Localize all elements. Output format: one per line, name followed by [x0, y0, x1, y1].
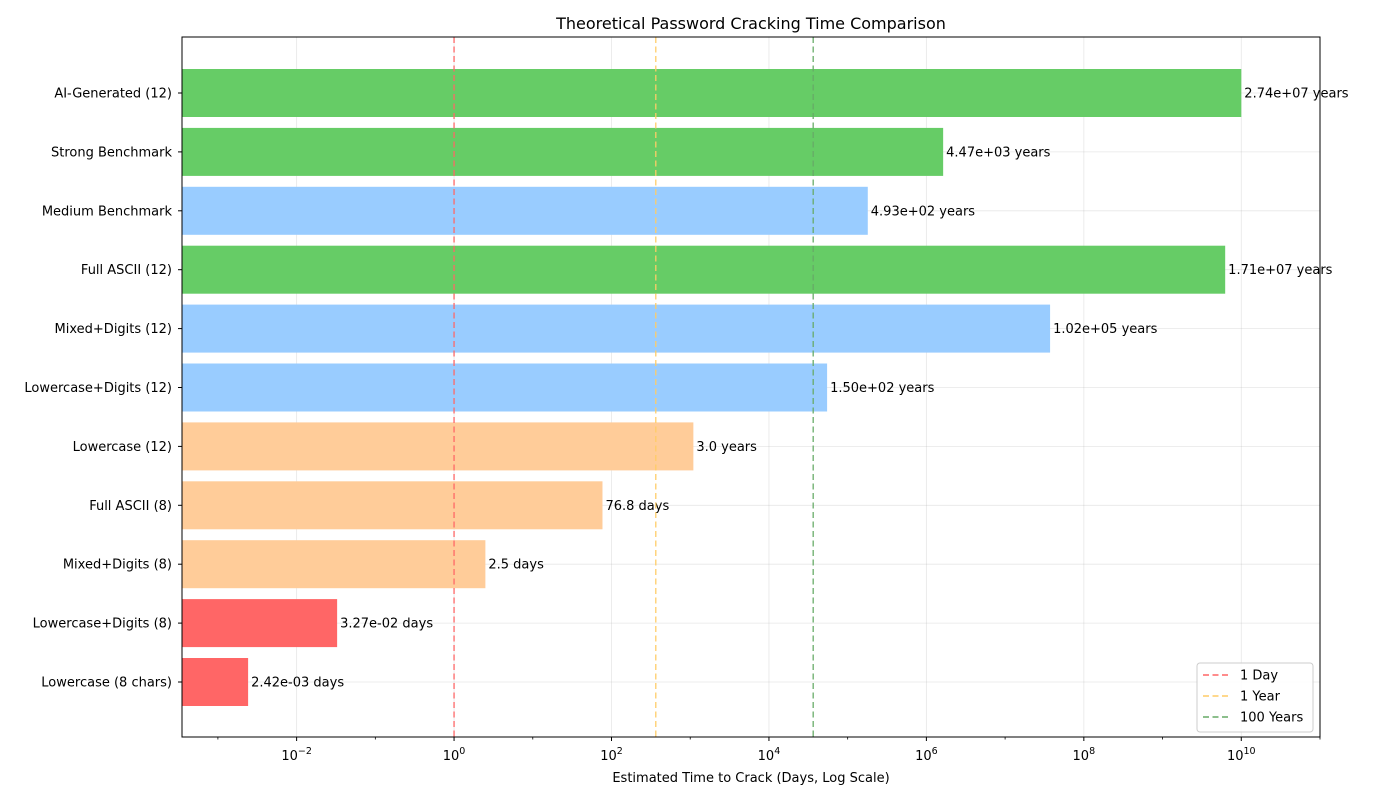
bar-value-label: 76.8 days [605, 499, 669, 514]
bar [182, 69, 1242, 117]
bar [182, 658, 249, 706]
x-axis-label: Estimated Time to Crack (Days, Log Scale… [612, 771, 889, 786]
bar-value-label: 4.93e+02 years [871, 204, 976, 219]
bar-value-label: 3.0 years [696, 440, 757, 455]
legend-box [1196, 662, 1314, 733]
y-tick-label: Mixed+Digits (8) [63, 558, 172, 573]
y-tick-label: Lowercase+Digits (8) [33, 617, 172, 632]
axes-frame [181, 36, 1321, 738]
x-tick-label: 1010 [1227, 746, 1256, 764]
legend-label: 1 Day [1240, 669, 1278, 684]
y-tick-label: Lowercase (8 chars) [41, 676, 172, 691]
bar-value-label: 1.50e+02 years [830, 381, 935, 396]
y-tick-label: Mixed+Digits (12) [55, 322, 172, 337]
bar-value-label: 2.42e-03 days [251, 676, 344, 691]
bar [182, 186, 868, 235]
x-tick-label: 104 [758, 746, 781, 764]
bar-value-label: 3.27e-02 days [340, 617, 433, 632]
bar-value-label: 2.5 days [488, 558, 544, 573]
bar [182, 422, 694, 471]
bar [182, 540, 486, 589]
y-tick-label: Strong Benchmark [51, 145, 173, 160]
y-tick-label: Lowercase (12) [73, 440, 172, 455]
legend-label: 100 Years [1240, 711, 1303, 726]
bar [182, 363, 828, 412]
y-tick-label: Full ASCII (12) [81, 263, 172, 278]
x-tick-label: 100 [443, 746, 466, 764]
y-tick-label: AI-Generated (12) [54, 87, 172, 102]
y-tick-label: Medium Benchmark [42, 204, 173, 219]
bar-value-label: 1.71e+07 years [1228, 263, 1333, 278]
y-tick-label: Full ASCII (8) [89, 499, 172, 514]
bar-value-label: 4.47e+03 years [946, 145, 1051, 160]
chart-title: Theoretical Password Cracking Time Compa… [555, 14, 946, 33]
bar [182, 481, 603, 530]
legend: 1 Day 1 Year 100 Years [1196, 662, 1314, 733]
bar [182, 599, 338, 648]
x-tick-label: 102 [600, 746, 623, 764]
bar [182, 304, 1051, 353]
bar-value-label: 2.74e+07 years [1244, 87, 1349, 102]
plot-area: 2.74e+07 years AI-Generated (12) 4.47e+03 … [24, 36, 1349, 764]
bar-value-label: 1.02e+05 years [1053, 322, 1158, 337]
x-tick-label: 108 [1073, 746, 1096, 764]
x-tick-label: 10−2 [281, 746, 312, 764]
bar [182, 127, 944, 176]
legend-label: 1 Year [1240, 690, 1281, 705]
bar [182, 245, 1226, 294]
x-tick-label: 106 [915, 746, 938, 764]
y-tick-label: Lowercase+Digits (12) [24, 381, 172, 396]
